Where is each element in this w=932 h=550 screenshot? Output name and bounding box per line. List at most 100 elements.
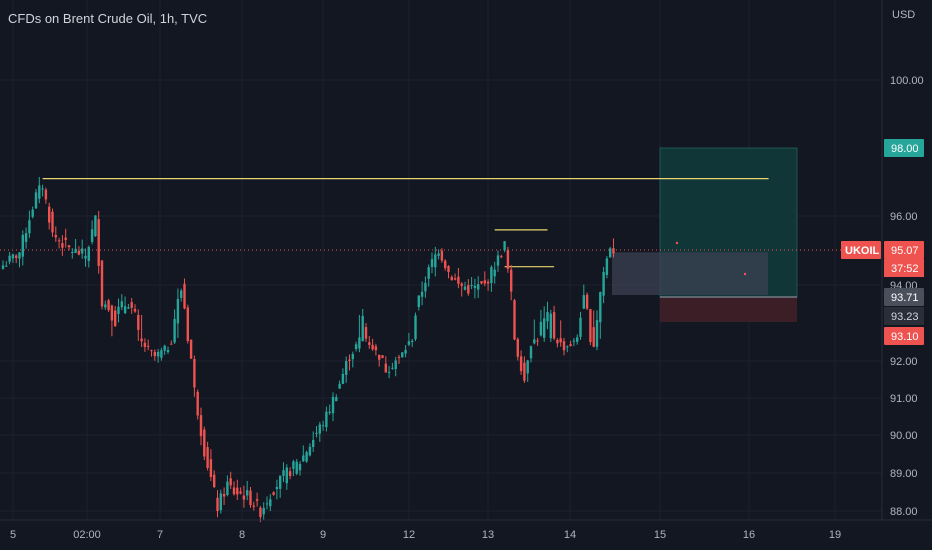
candle-body [18,252,21,259]
candle-body [15,255,18,258]
candle-body [358,337,361,349]
candle [295,459,298,476]
candle-body [546,312,549,322]
candle [364,323,368,342]
candle [226,475,229,497]
candle-body [120,301,123,308]
candle [434,246,437,277]
candle [318,421,321,442]
candle [546,301,549,330]
candle-body [259,507,262,517]
candle-body [269,499,272,507]
candle [143,338,147,352]
candle-body [183,283,186,309]
candle-body [222,494,226,497]
candle [437,249,440,260]
candle-body [48,206,51,223]
candle-body [539,321,543,336]
candle [378,354,381,367]
candle-body [424,282,427,292]
candle-body [361,315,364,342]
candle-body [239,491,242,494]
candle-body [430,259,434,267]
candle [285,464,288,490]
candle [592,310,595,348]
candle-body [11,254,15,259]
candle [486,279,490,291]
candle-body [414,315,417,340]
candle [470,276,473,290]
candle [605,256,609,279]
candle [496,250,500,272]
candle [420,281,424,306]
candle [602,267,605,304]
candle-body [77,250,81,255]
candle [391,362,394,370]
candle-body [279,475,282,489]
candle-body [335,397,338,402]
candle [298,461,302,476]
candle-body [117,306,120,314]
candle [100,260,104,310]
candle-body [582,295,585,309]
candle [305,450,308,464]
candle-body [1,265,5,269]
candle-body [566,346,569,348]
candle-body [209,459,213,477]
candle-body [199,415,203,437]
y-tick-label: 90.00 [890,430,918,442]
candle [51,208,54,237]
candle [477,276,480,298]
x-tick-label: 02:00 [73,529,101,541]
candle-body [94,215,97,237]
candle-body [213,474,216,488]
candle [463,281,467,291]
candle [18,251,21,268]
candle [338,380,341,389]
candle [137,309,140,341]
candle-body [506,250,510,269]
candle [196,389,199,420]
candle [341,368,345,385]
candle [203,426,206,461]
x-tick-label: 19 [829,529,841,541]
candle-body [473,285,477,289]
candle-body [592,327,595,347]
candle [576,334,579,345]
candle [5,261,8,267]
symbol-tag [841,241,881,259]
candle [312,431,315,452]
candle-body [325,411,328,428]
candle-body [420,291,424,297]
candle-body [282,470,285,476]
candle-body [100,260,104,307]
candle-body [589,309,592,343]
candle [133,304,137,313]
candle [213,470,216,488]
candle-body [331,396,335,414]
candle-body [490,267,493,284]
candle [265,496,269,510]
candle [216,490,219,518]
candle-body [285,467,288,484]
candle [11,253,15,263]
candle [566,345,569,353]
x-tick-label: 8 [239,529,245,541]
candle-body [562,341,566,351]
candle [368,335,371,349]
candle [315,425,318,438]
candle [417,295,420,311]
candle-body [127,307,130,309]
candle [262,502,265,521]
countdown-label: 37:52 [891,263,919,275]
candle [444,259,447,271]
candle-body [585,294,589,309]
y-tick-label: 92.00 [890,356,918,368]
candle-body [292,461,295,469]
candle-body [371,344,374,350]
candle-body [602,271,605,296]
candle-body [252,505,255,507]
candle [453,273,457,281]
candle-body [255,499,259,501]
